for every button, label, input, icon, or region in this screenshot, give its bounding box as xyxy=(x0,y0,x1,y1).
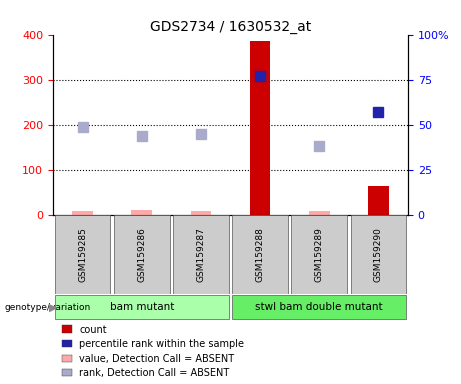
Text: percentile rank within the sample: percentile rank within the sample xyxy=(79,339,244,349)
Bar xyxy=(55,295,229,319)
Text: genotype/variation: genotype/variation xyxy=(5,303,91,312)
Text: GSM159286: GSM159286 xyxy=(137,227,146,282)
Text: GSM159290: GSM159290 xyxy=(374,227,383,282)
Bar xyxy=(72,210,93,215)
Bar xyxy=(368,186,389,215)
Bar xyxy=(351,215,406,294)
Text: GSM159287: GSM159287 xyxy=(196,227,206,282)
Text: count: count xyxy=(79,324,107,334)
Text: bam mutant: bam mutant xyxy=(110,302,174,312)
Bar xyxy=(55,215,110,294)
Text: value, Detection Call = ABSENT: value, Detection Call = ABSENT xyxy=(79,354,234,364)
Bar xyxy=(232,215,288,294)
Bar xyxy=(291,215,347,294)
Bar xyxy=(114,215,170,294)
Bar xyxy=(309,210,330,215)
Bar xyxy=(232,295,406,319)
Text: rank, Detection Call = ABSENT: rank, Detection Call = ABSENT xyxy=(79,368,230,378)
Bar xyxy=(250,41,271,215)
Text: ▶: ▶ xyxy=(49,302,58,312)
Text: GSM159285: GSM159285 xyxy=(78,227,87,282)
Bar xyxy=(173,215,229,294)
Bar xyxy=(131,210,152,215)
Text: GSM159289: GSM159289 xyxy=(315,227,324,282)
Text: stwl bam double mutant: stwl bam double mutant xyxy=(255,302,383,312)
Title: GDS2734 / 1630532_at: GDS2734 / 1630532_at xyxy=(150,20,311,33)
Bar xyxy=(190,212,211,215)
Text: GSM159288: GSM159288 xyxy=(255,227,265,282)
